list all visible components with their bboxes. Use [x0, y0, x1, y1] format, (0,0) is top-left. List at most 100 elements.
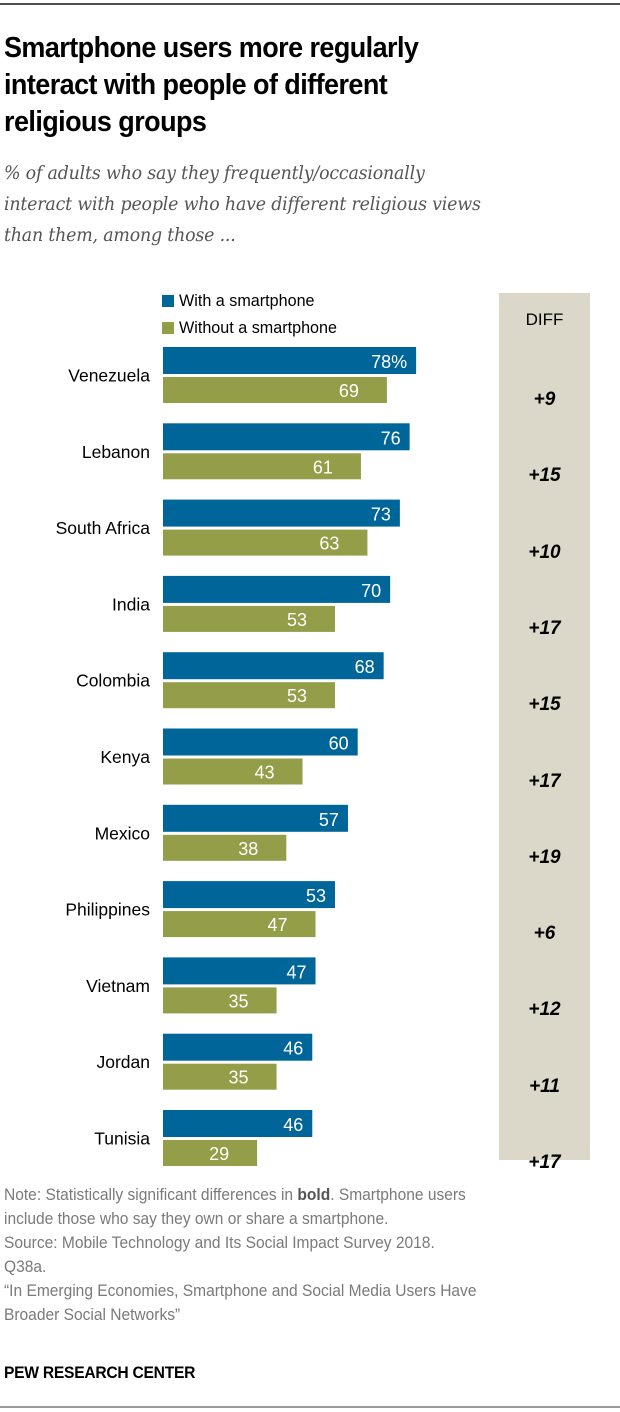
bar-with-smartphone	[163, 1033, 313, 1061]
legend-swatch-without-smartphone	[162, 321, 174, 334]
bar-with-smartphone	[163, 652, 384, 680]
bar-with-smartphone	[163, 804, 348, 832]
bar-with-smartphone	[163, 1110, 313, 1137]
category-label: Venezuela	[68, 366, 150, 386]
bar-without-smartphone	[163, 605, 335, 632]
diff-value: +6	[533, 923, 556, 945]
value-label-with-smartphone: 78%	[371, 352, 407, 372]
category-label: South Africa	[56, 518, 151, 538]
bar-without-smartphone	[163, 682, 335, 709]
title-line: religious groups	[4, 106, 207, 138]
bar-chart: Venezuela 78% 69 Lebanon 76 61 South Africa 73 6…	[56, 347, 417, 1166]
bar-with-smartphone	[163, 347, 417, 374]
bar-with-smartphone	[163, 499, 400, 527]
category-label: Jordan	[96, 1052, 150, 1072]
legend-item-with-smartphone: With a smartphone	[162, 287, 345, 314]
bar-without-smartphone	[163, 529, 368, 556]
note-bold: bold	[297, 1186, 331, 1204]
bar-with-smartphone	[163, 957, 316, 985]
bar-without-smartphone	[163, 834, 287, 861]
bar-without-smartphone	[163, 911, 316, 938]
bar-with-smartphone	[163, 575, 391, 603]
title-line: interact with people of different	[4, 69, 388, 101]
value-label-without-smartphone: 61	[313, 457, 333, 477]
subtitle-line: % of adults who say they frequently/occa…	[4, 163, 425, 184]
bar-group: South Africa 73 63	[56, 499, 400, 556]
value-label-with-smartphone: 60	[329, 734, 349, 754]
value-label-without-smartphone: 43	[255, 763, 275, 783]
value-label-without-smartphone: 69	[339, 381, 359, 401]
chart-subtitle: % of adults who say they frequently/occa…	[4, 158, 577, 251]
bar-group: Kenya 60 43	[100, 728, 358, 785]
subtitle-line: than them, among those ...	[4, 225, 236, 246]
value-label-with-smartphone: 68	[355, 657, 375, 677]
value-label-with-smartphone: 70	[361, 581, 381, 601]
legend: With a smartphone Without a smartphone	[162, 287, 345, 341]
bar-with-smartphone	[163, 881, 335, 909]
legend-swatch-with-smartphone	[162, 294, 174, 307]
note-line-2: include those who say they own or share …	[4, 1210, 389, 1228]
chart-title: Smartphone users more regularly interact…	[4, 30, 562, 141]
diff-value: +10	[528, 541, 561, 563]
category-label: Vietnam	[86, 976, 150, 996]
diff-value: +17	[528, 770, 561, 792]
legend-label: Without a smartphone	[179, 317, 337, 337]
bar-without-smartphone	[163, 453, 361, 480]
title-line: Smartphone users more regularly	[4, 32, 419, 64]
value-label-without-smartphone: 53	[287, 610, 307, 630]
diff-value: +17	[528, 617, 561, 639]
value-label-with-smartphone: 46	[283, 1039, 303, 1059]
value-label-with-smartphone: 76	[381, 428, 401, 448]
value-label-without-smartphone: 47	[267, 915, 287, 935]
value-label-with-smartphone: 53	[306, 886, 326, 906]
diff-value: +19	[528, 846, 561, 868]
bar-without-smartphone	[163, 377, 387, 403]
legend-item-without-smartphone: Without a smartphone	[162, 314, 345, 341]
report-line-1: “In Emerging Economies, Smartphone and S…	[4, 1282, 477, 1300]
value-label-without-smartphone: 29	[209, 1144, 229, 1164]
note-prefix: Note: Statistically significant differen…	[4, 1186, 298, 1204]
bar-without-smartphone	[163, 1140, 258, 1166]
bar-group: Tunisia 46 29	[94, 1110, 313, 1166]
top-rule	[0, 3, 620, 5]
subtitle-line: interact with people who have different …	[4, 194, 481, 215]
value-label-without-smartphone: 35	[229, 1068, 249, 1088]
legend-label: With a smartphone	[179, 290, 315, 310]
note-line: Note: Statistically significant differen…	[4, 1183, 592, 1207]
bar-with-smartphone	[163, 423, 410, 451]
diff-value: +15	[528, 465, 561, 487]
footer-notes: Note: Statistically significant differen…	[4, 1183, 616, 1327]
bottom-rule	[0, 1406, 620, 1408]
category-label: Lebanon	[82, 442, 150, 462]
bar-without-smartphone	[163, 1063, 277, 1090]
value-label-without-smartphone: 38	[238, 839, 258, 859]
value-label-with-smartphone: 73	[371, 505, 391, 525]
category-label: Colombia	[76, 671, 150, 691]
diff-value: +15	[528, 694, 561, 716]
diff-header: DIFF	[525, 310, 564, 329]
value-label-with-smartphone: 47	[286, 962, 306, 982]
value-label-with-smartphone: 46	[283, 1115, 303, 1135]
bar-without-smartphone	[163, 987, 277, 1014]
diff-column: DIFF +9 +15 +10 +17 +15 +17 +19 +6 +12 +11 +17	[499, 293, 590, 1173]
value-label-without-smartphone: 53	[287, 686, 307, 706]
value-label-without-smartphone: 63	[319, 534, 339, 554]
category-label: Tunisia	[94, 1129, 150, 1149]
diff-value: +11	[529, 1075, 560, 1097]
bar-group: Venezuela 78% 69	[68, 347, 417, 403]
value-label-without-smartphone: 35	[229, 991, 249, 1011]
bar-group: Jordan 46 35	[96, 1033, 313, 1090]
category-label: Kenya	[100, 747, 150, 767]
source-line-2: Q38a.	[4, 1258, 47, 1276]
bar-with-smartphone	[163, 728, 358, 756]
bar-group: Colombia 68 53	[76, 652, 384, 709]
category-label: Philippines	[65, 900, 150, 920]
category-label: Mexico	[95, 823, 150, 843]
diff-value: +9	[533, 389, 556, 410]
bar-group: Mexico 57 38	[95, 804, 348, 861]
bar-group: India 70 53	[112, 575, 391, 632]
brand-logo: PEW RESEARCH CENTER	[4, 1363, 196, 1382]
bar-group: Lebanon 76 61	[82, 423, 410, 480]
category-label: India	[112, 594, 150, 614]
bar-without-smartphone	[163, 758, 303, 785]
